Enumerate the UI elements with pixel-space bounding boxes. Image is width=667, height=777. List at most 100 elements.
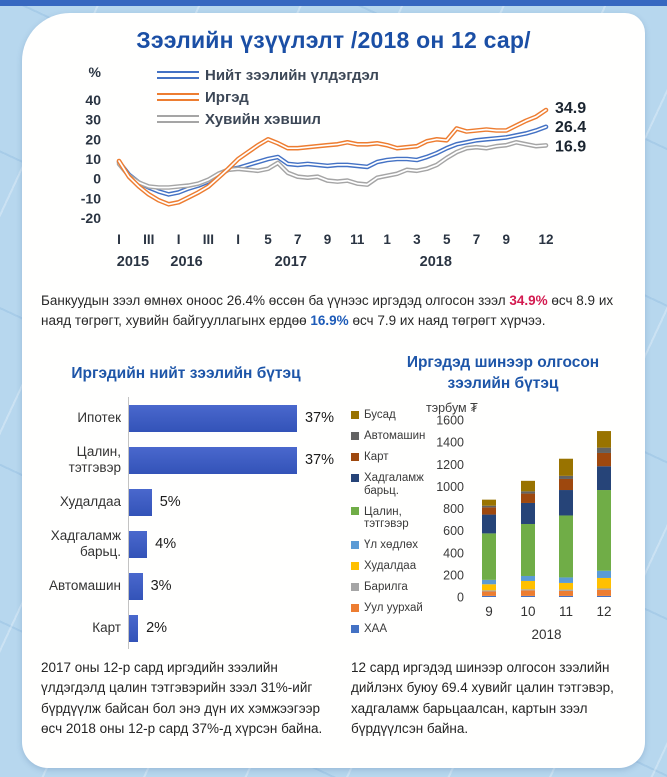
unit-label: тэрбум ₮ <box>426 401 478 415</box>
stack-segment <box>482 533 496 580</box>
stack-legend-swatch <box>351 410 359 419</box>
barh-category-label: Цалин, тэтгэвэр <box>68 444 121 475</box>
svg-text:-20: -20 <box>81 210 101 226</box>
svg-text:0: 0 <box>93 171 101 187</box>
stack-xtick: 9 <box>485 604 493 619</box>
barh-row-1: Цалин, тэтгэвэр 37% <box>36 439 336 481</box>
stack-xtick: 12 <box>596 604 611 619</box>
stack-segment <box>559 577 573 583</box>
stacked-chart-legend: Бусад Автомашин Карт Хадгаламж барьц. Цалин,… <box>351 409 443 644</box>
stack-legend-swatch <box>351 624 359 633</box>
stack-segment <box>597 570 611 578</box>
stack-segment <box>559 475 573 479</box>
stack-legend-swatch <box>351 431 359 440</box>
stack-xtick: 10 <box>520 604 535 619</box>
stack-segment <box>597 490 611 571</box>
legend-label: Иргэд <box>205 88 249 106</box>
svg-text:10: 10 <box>85 151 101 167</box>
svg-text:5: 5 <box>264 232 272 247</box>
summary-paragraph: Банкуудын зээл өмнөх оноос 26.4% өссөн б… <box>41 291 633 332</box>
stack-segment <box>521 523 535 576</box>
stack-legend-label: ХАА <box>364 623 388 635</box>
stack-segment <box>597 447 611 453</box>
end-label-1: 34.9 <box>555 100 586 117</box>
stack-legend-item-3: Хадгаламж барьц. <box>351 472 443 497</box>
barh-row-4: Автомашин 3% <box>36 565 336 607</box>
barh-bar <box>129 488 152 516</box>
stack-legend-item-9: ХАА <box>351 623 443 636</box>
svg-text:I: I <box>177 232 181 247</box>
stack-legend-label: Бусад <box>364 409 396 421</box>
page-title: Зээлийн үзүүлэлт /2018 он 12 сар/ <box>136 27 531 53</box>
stack-segment <box>482 590 496 592</box>
stack-legend-swatch <box>351 582 359 591</box>
svg-text:I: I <box>117 232 121 247</box>
line-series-0 <box>116 124 549 197</box>
svg-text:9: 9 <box>324 232 332 247</box>
svg-text:III: III <box>143 232 154 247</box>
stack-segment <box>482 499 496 506</box>
barh-category-label: Автомашин <box>48 578 121 594</box>
stack-legend-label: Худалдаа <box>364 560 417 572</box>
stack-legend-swatch <box>351 473 359 482</box>
stack-segment <box>521 491 535 494</box>
legend-label: Нийт зээлийн үлдэгдэл <box>205 66 379 84</box>
stack-segment <box>559 582 573 590</box>
svg-text:I: I <box>236 232 240 247</box>
barh-bar <box>129 530 148 558</box>
stack-xtick: 11 <box>559 604 573 619</box>
stack-legend-label: Уул уурхай <box>364 602 423 614</box>
svg-text:3: 3 <box>413 232 421 247</box>
stack-legend-swatch <box>351 603 359 612</box>
paragraph-segment-plain: Банкуудын зээл өмнөх оноос 26.4% өссөн б… <box>41 293 510 308</box>
line-chart-legend: Нийт зээлийн үлдэгдэл Иргэд Хувийн хэвшил <box>157 64 379 130</box>
stack-legend-label: Автомашин <box>364 430 426 442</box>
barh-category-label: Карт <box>92 620 121 636</box>
stack-segment <box>521 589 535 591</box>
stack-legend-label: Үл хөдлөх <box>364 539 419 551</box>
svg-text:11: 11 <box>350 232 365 247</box>
svg-text:-10: -10 <box>81 190 101 206</box>
stack-segment <box>521 502 535 524</box>
end-label-0: 26.4 <box>555 119 586 136</box>
barh-value-label: 3% <box>150 578 172 594</box>
stack-segment <box>482 514 496 534</box>
barh-bar <box>129 446 297 474</box>
stack-legend-label: Карт <box>364 451 389 463</box>
stack-segment <box>559 515 573 578</box>
svg-text:5: 5 <box>443 232 451 247</box>
stack-legend-swatch <box>351 507 359 515</box>
stack-segment <box>482 591 496 596</box>
stack-legend-label: Барилга <box>364 581 408 593</box>
barh-bar <box>129 404 297 432</box>
stack-ytick: 800 <box>443 502 464 516</box>
stack-segment <box>559 490 573 516</box>
legend-item-0: Нийт зээлийн үлдэгдэл <box>157 64 379 86</box>
stack-legend-item-0: Бусад <box>351 409 443 422</box>
stack-bar-10 <box>521 480 535 597</box>
stack-legend-item-8: Уул уурхай <box>351 602 443 615</box>
svg-text:9: 9 <box>503 232 511 247</box>
svg-text:2018: 2018 <box>420 254 452 270</box>
barh-category-label: Хадгаламж барьц. <box>50 528 121 559</box>
barh-track: 2% <box>128 607 336 649</box>
line-series-1 <box>116 107 549 207</box>
top-accent-bar <box>0 0 667 6</box>
stack-segment <box>559 589 573 591</box>
footer-left-text: 2017 оны 12-р сард иргэдийн зээлийн үлдэ… <box>41 660 323 736</box>
stack-legend-item-5: Үл хөдлөх <box>351 539 443 552</box>
barh-value-label: 4% <box>155 536 177 552</box>
barh-row-5: Карт 2% <box>36 607 336 649</box>
svg-text:30: 30 <box>85 112 101 128</box>
stack-ytick: 400 <box>443 546 464 560</box>
stack-ytick: 1200 <box>436 458 464 472</box>
barh-track: 5% <box>128 481 336 523</box>
right-chart-title: Иргэдэд шинээр олгосон зээлийн бүтэц <box>406 354 600 392</box>
end-label-2: 16.9 <box>555 138 586 155</box>
barh-row-0: Ипотек 37% <box>36 397 336 439</box>
stack-segment <box>559 590 573 596</box>
barh-value-label: 37% <box>304 452 334 468</box>
legend-item-2: Хувийн хэвшил <box>157 108 379 130</box>
svg-text:20: 20 <box>85 131 101 147</box>
